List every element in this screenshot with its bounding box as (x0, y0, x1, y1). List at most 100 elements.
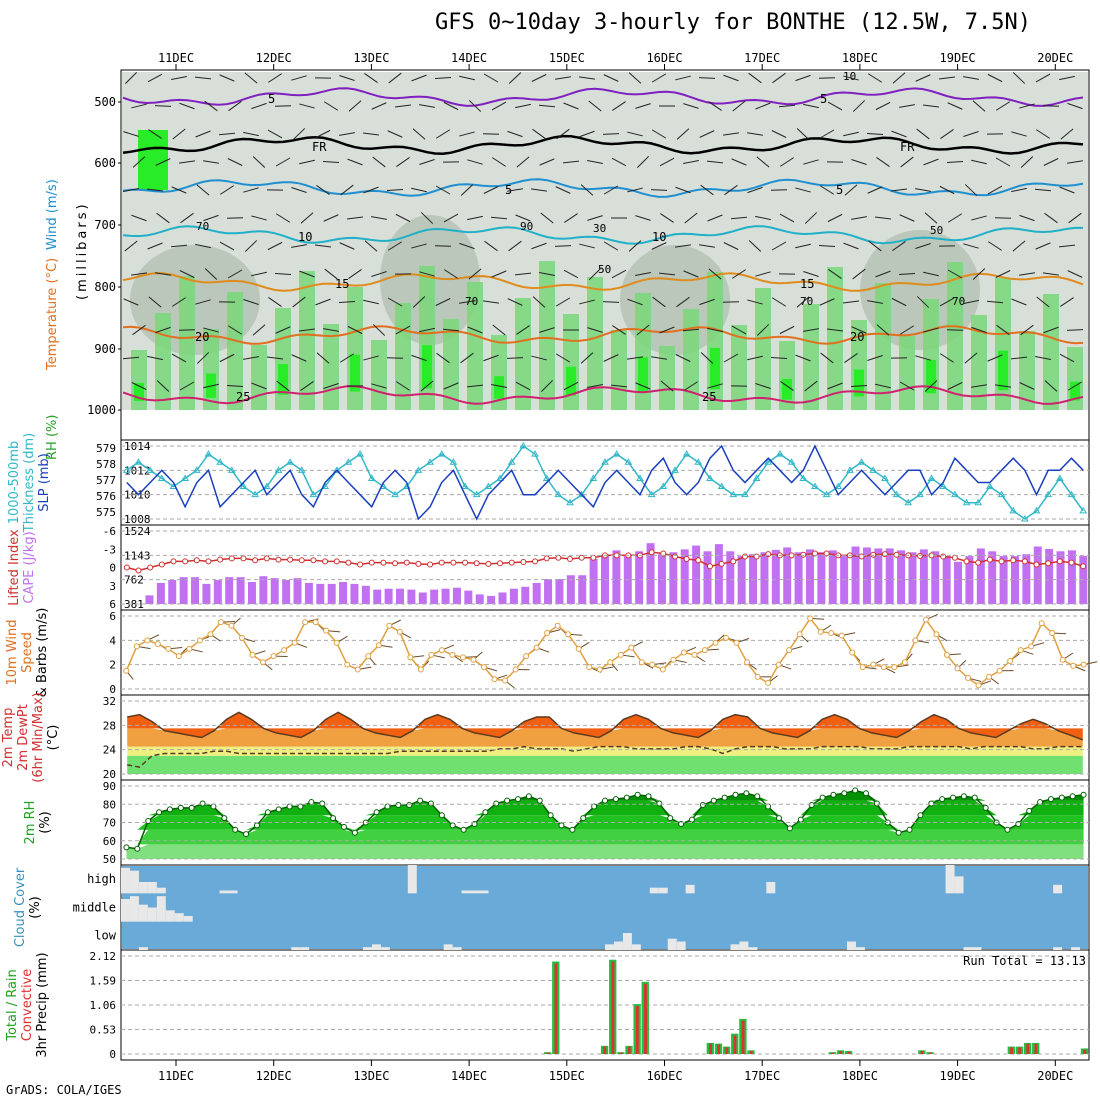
cloud-high-bar (219, 890, 229, 894)
wind-barb (196, 352, 210, 364)
cape-bar (771, 549, 780, 604)
thickness-tick-label: 577 (96, 474, 116, 487)
rh-2m-series-point (340, 823, 347, 830)
lifted-index-series-point (998, 558, 1005, 565)
rh-moist-column (227, 292, 243, 410)
thickness-series-point (1055, 474, 1064, 481)
rh-moist-column (1043, 294, 1059, 410)
rh-moist-column (875, 283, 891, 410)
wind-barb (602, 301, 620, 303)
lifted-index-series-point (380, 559, 387, 566)
cape-bar (555, 579, 564, 604)
wind-barb (755, 215, 771, 221)
lifted-index-series-point (1068, 559, 1075, 566)
lifted-index-series-point (228, 555, 235, 562)
wind-barb (900, 156, 914, 168)
wind-barb (148, 296, 162, 308)
wind-barb (946, 160, 964, 164)
wind-barb (1060, 128, 1074, 140)
cape-bar (339, 581, 348, 604)
wind-barb (292, 296, 306, 308)
lifted-index-series-point (975, 559, 982, 566)
lifted-index-series-point (1056, 558, 1063, 565)
lifted-index-series-point (1021, 558, 1028, 565)
wind-barb (850, 384, 868, 388)
cape-bar (475, 594, 484, 604)
wind-barb (540, 212, 554, 224)
rh-2m-series-point (580, 815, 587, 822)
wind-speed-series-point (744, 659, 751, 666)
date-label-top: 13DEC (353, 51, 389, 65)
wind-barb (442, 328, 460, 332)
wind-barb (564, 213, 578, 223)
wind-barb (195, 130, 211, 138)
panel-frame-3 (120, 609, 1090, 696)
thickness-series-point (764, 458, 773, 465)
wind-barb (147, 242, 163, 250)
lifted-index-series-point (881, 551, 888, 558)
thickness-series-point (822, 490, 831, 498)
wind-barb (122, 356, 140, 360)
wind-barb (946, 329, 964, 331)
cape-bar (179, 577, 188, 604)
rh-2m-series-point (982, 804, 989, 811)
rh-moist-column (827, 267, 843, 410)
cloud-high-bar (407, 865, 417, 894)
wind-barb (963, 299, 979, 305)
wind-barb (227, 325, 243, 335)
wind-barb (676, 296, 690, 308)
rh-2m-series-point (863, 790, 870, 797)
isotherm-line (122, 385, 1084, 405)
wind-barb (971, 159, 987, 165)
wind-barb (1012, 72, 1026, 84)
lifted-index-series-point (753, 553, 760, 560)
wind-barb (348, 100, 362, 112)
wind-barb (866, 132, 884, 136)
wind-barb (675, 244, 691, 248)
rh-2m-series-point (819, 794, 826, 801)
wind-barb (938, 76, 956, 80)
wind-speed-series-point (849, 649, 856, 656)
cape-bar (726, 551, 735, 604)
wind-barb (268, 297, 282, 307)
rh-moist-column (755, 288, 771, 410)
wind-speed-series-point (954, 665, 961, 672)
cape-bar (737, 556, 746, 604)
wind-barb (875, 383, 891, 389)
wind-barb (388, 72, 402, 84)
lifted-index-series-point (252, 557, 259, 564)
lifted-index-series-point (438, 559, 445, 566)
wind-speed-series-point (638, 659, 645, 666)
rh-moist-column (1019, 331, 1035, 410)
wind-barb (867, 73, 883, 83)
date-label-bottom: 14DEC (451, 1069, 487, 1083)
thickness-series-point (985, 482, 994, 490)
cape-bar (282, 580, 291, 604)
wind-barb (460, 352, 474, 364)
rh-saturated-core (998, 350, 1008, 391)
wind-barb (364, 73, 378, 83)
thickness-series-point (146, 466, 155, 473)
wind-barb (1043, 158, 1059, 166)
lifted-index-series-point (741, 553, 748, 560)
wind-barb (844, 353, 858, 363)
wind-barb (819, 185, 835, 195)
wind-barb (516, 156, 530, 168)
wind-speed-series-point (775, 661, 782, 668)
wind-barb (123, 187, 139, 193)
axis-tick-label: 70 (103, 817, 116, 830)
wind-speed-series-point (386, 622, 393, 629)
panel-side-label: (°C) (46, 725, 61, 751)
wind-barb (203, 214, 219, 222)
wind-barb (1035, 73, 1051, 83)
wind-barb (732, 100, 746, 112)
wind-barb (891, 130, 907, 138)
wind-speed-series-point (123, 667, 130, 674)
wind-barb (972, 100, 986, 112)
wind-barb (803, 328, 819, 332)
rh-2m-series-point (841, 790, 848, 797)
thickness-series-point (297, 466, 306, 473)
cape-bar (247, 581, 256, 604)
wind-barb (603, 241, 619, 251)
thickness-series-point (682, 450, 691, 457)
